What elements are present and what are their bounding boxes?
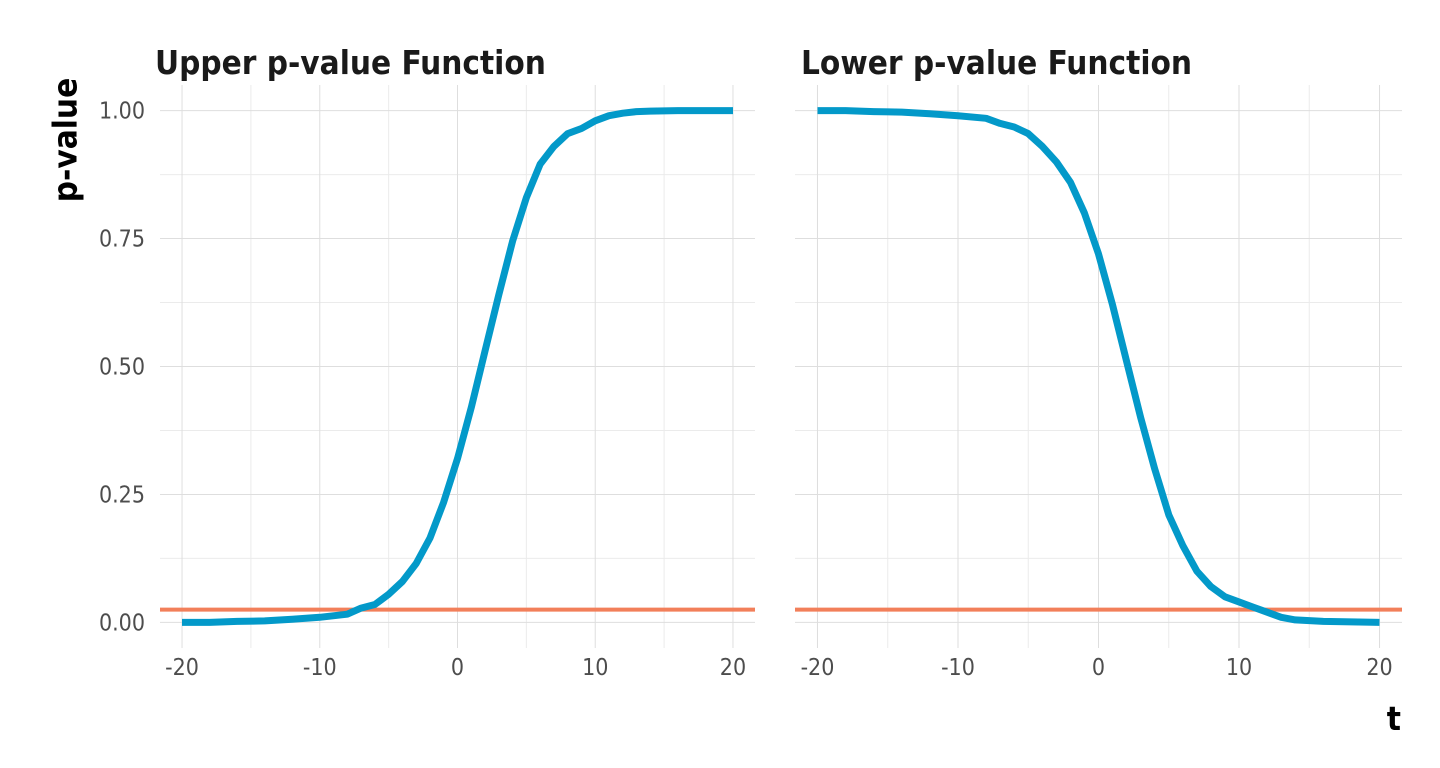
y-tick-label: 0.00 [99, 610, 145, 636]
x-tick-label: 0 [451, 655, 464, 681]
y-tick-label: 0.25 [99, 482, 145, 508]
panel-upper: -20 -10 0 10 20 0.00 0.25 0.50 0.75 1.00 Upper p-v… [99, 43, 755, 681]
y-tick-label: 1.00 [99, 99, 145, 125]
x-tick-label: -10 [941, 655, 975, 681]
panel-title: Upper p-value Function [155, 43, 546, 82]
x-tick-label: -20 [801, 655, 835, 681]
x-tick-label: -10 [303, 655, 337, 681]
x-tick-label: 10 [1226, 655, 1252, 681]
y-axis-title: p-value [46, 78, 85, 202]
y-tick-label: 0.75 [99, 227, 145, 253]
panel-title: Lower p-value Function [801, 43, 1192, 82]
series-line [817, 107, 1380, 626]
panel-lower: -20 -10 0 10 20 Lower p-value Function [795, 43, 1402, 681]
x-tick-label: -20 [165, 655, 199, 681]
series-line [182, 107, 733, 626]
chart-panels: -20 -10 0 10 20 0.00 0.25 0.50 0.75 1.00 Upper p-v… [99, 43, 1402, 681]
x-tick-label: 20 [1366, 655, 1392, 681]
x-tick-label: 10 [582, 655, 608, 681]
y-tick-label: 0.50 [99, 355, 145, 381]
x-tick-label: 0 [1092, 655, 1105, 681]
x-tick-label: 20 [720, 655, 746, 681]
x-axis-title: t [1387, 699, 1401, 738]
